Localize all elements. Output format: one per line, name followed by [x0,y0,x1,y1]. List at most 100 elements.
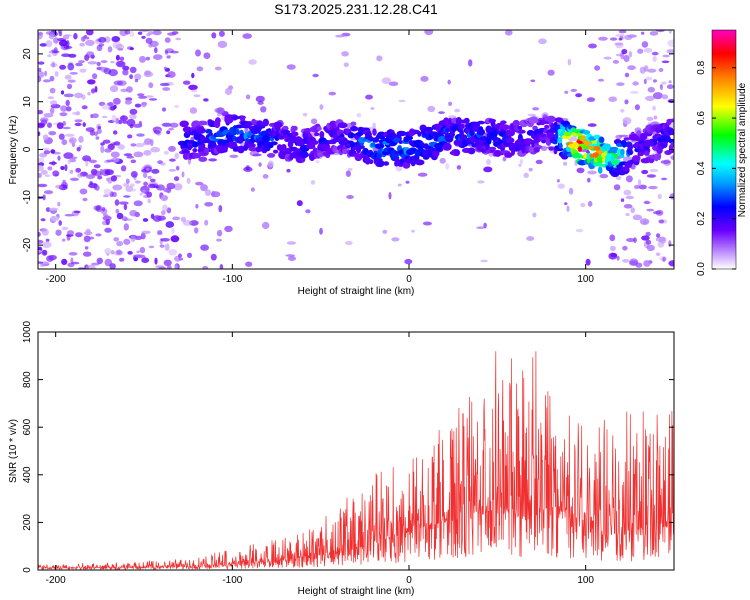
heatmap-cell [622,259,630,263]
heatmap-cell [145,37,153,44]
heatmap-cell [558,143,563,149]
heatmap-cell [82,122,86,127]
heatmap-cell [38,239,44,244]
heatmap-cell [170,50,179,54]
heatmap-cell [110,175,117,182]
heatmap-cell [623,137,631,141]
heatmap-cell [75,232,83,238]
heatmap-cell [148,98,158,101]
heatmap-cell [164,243,170,251]
heatmap-cell [91,113,99,119]
heatmap-cell [620,148,625,156]
heatmap-cell [625,175,633,183]
heatmap-cell [130,171,138,178]
heatmap-cell [174,152,179,160]
heatmap-cell [151,168,160,174]
heatmap-cell [597,78,605,82]
heatmap-cell [269,141,278,146]
heatmap-cell [625,213,630,216]
heatmap-cell [121,216,128,222]
heatmap-cell [356,113,362,118]
heatmap-cell [53,37,59,44]
heatmap-cell [618,37,622,41]
heatmap-cell [616,82,625,87]
heatmap-cell [517,129,526,134]
x-tick-label: 0 [406,575,412,586]
heatmap-cell [438,111,445,114]
heatmap-cell [562,161,568,166]
heatmap-cell [319,227,323,235]
heatmap-cell [109,85,119,93]
heatmap-cell [267,153,276,158]
heatmap-cell [455,117,462,125]
heatmap-cell [203,52,211,59]
heatmap-cell [396,130,407,137]
heatmap-cell [655,252,661,256]
heatmap-cell [347,167,353,172]
heatmap-cell [397,183,402,187]
heatmap-cell [123,223,129,231]
heatmap-cell [653,211,662,215]
heatmap-cell [58,220,62,226]
heatmap-cell [85,36,90,40]
heatmap-cell [143,172,148,179]
heatmap-cell [192,152,201,159]
heatmap-cell [629,258,639,266]
heatmap-cell [210,253,217,261]
heatmap-cell [189,220,199,226]
heatmap-cell [104,227,112,233]
heatmap-cell [616,255,620,261]
heatmap-cell [641,41,649,48]
heatmap-cell [193,94,201,98]
heatmap-cell [632,155,641,162]
heatmap-cell [62,179,66,183]
heatmap-cell [643,200,651,205]
heatmap-cell [315,160,320,164]
heatmap-peak [605,156,612,162]
heatmap-cell [153,54,163,60]
heatmap-cell [68,137,77,144]
heatmap-cell [192,148,198,153]
heatmap-cell [39,152,48,158]
heatmap-cell [40,170,48,175]
heatmap-cell [42,241,52,248]
heatmap-cell [587,170,597,175]
heatmap-cell [445,163,450,170]
heatmap-cell [38,131,41,137]
heatmap-cell [91,88,96,94]
heatmap-cell [58,133,65,140]
heatmap-ylabel: Frequency (Hz) [8,116,19,185]
heatmap-cell [347,132,355,139]
heatmap-cell [641,235,650,241]
heatmap-cell [75,62,83,67]
heatmap-cell [164,50,169,55]
heatmap-cell [643,78,647,85]
heatmap-cell [94,86,98,93]
heatmap-cell [115,54,120,61]
snr-frame [37,331,675,571]
x-tick-label: -200 [46,274,66,285]
heatmap-cell [200,244,210,251]
heatmap-cell [648,185,658,190]
heatmap-cell [118,119,123,125]
heatmap-cell [100,142,105,146]
heatmap-cell [55,229,62,236]
heatmap-cell [38,61,45,65]
heatmap-cell [178,257,184,261]
heatmap-cell [79,42,86,47]
heatmap-cell [68,252,78,256]
heatmap-cell [166,130,171,135]
heatmap-cell [54,71,59,77]
heatmap-cell [645,76,653,81]
heatmap-cell [161,122,172,127]
heatmap-cell [653,92,663,100]
heatmap-cell [477,180,485,184]
heatmap-cell [96,257,104,264]
heatmap-cell [129,108,138,115]
heatmap-cell [526,236,535,241]
heatmap-cell [120,165,127,172]
heatmap-cell [661,177,668,181]
heatmap-cell [628,149,634,156]
colorbar-label: Normalized spectral amplitude [737,82,748,217]
